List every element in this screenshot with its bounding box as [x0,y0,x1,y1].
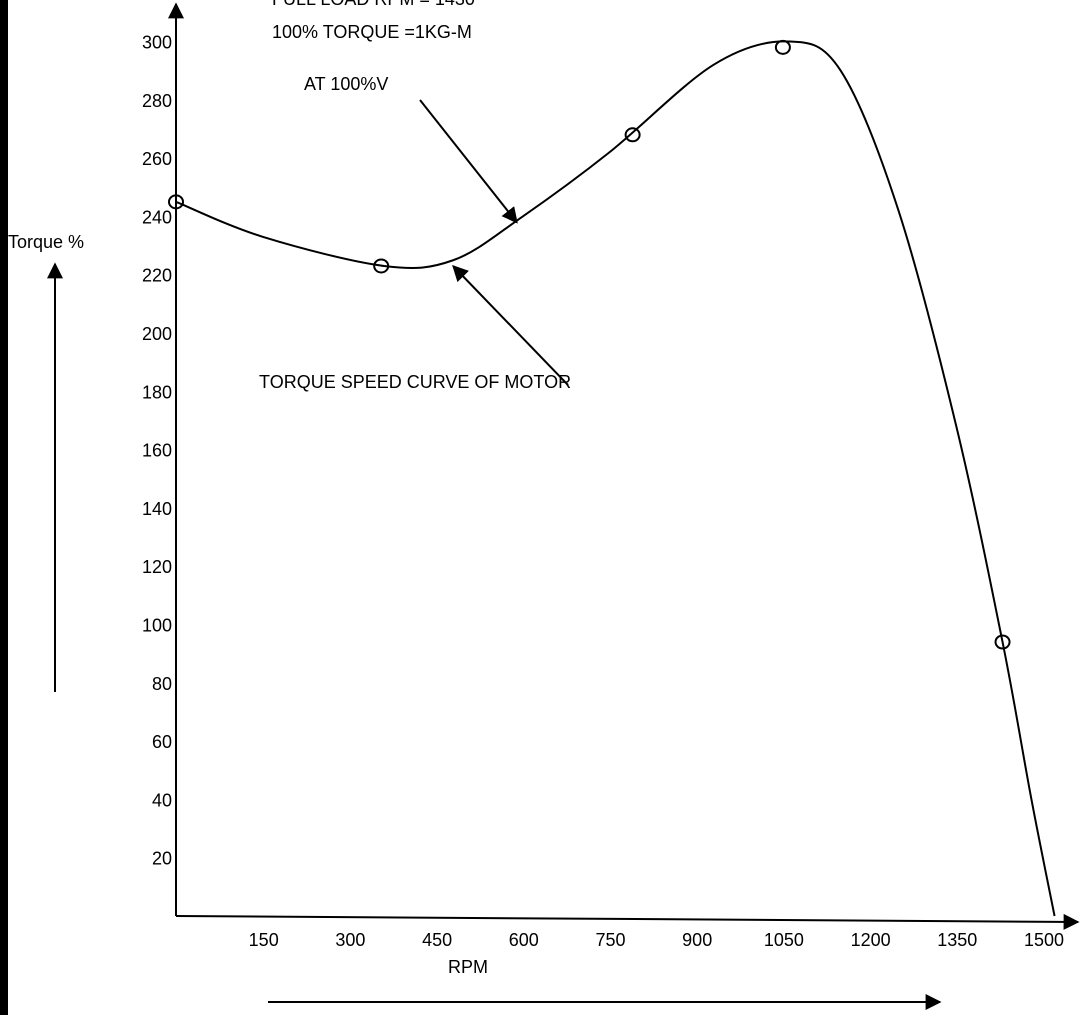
data-point-marker [168,194,184,210]
x-tick-label: 600 [509,930,539,950]
x-tick-label: 900 [682,930,712,950]
left-edge-bar [0,0,8,1015]
y-tick-label: 20 [152,849,172,869]
data-point-marker [373,258,390,274]
x-axis [175,913,1080,930]
note-full-torque: 100% TORQUE =1KG-M [272,22,472,42]
y-axis-label: Torque % [8,232,84,252]
y-tick-label: 240 [142,207,172,227]
x-tick-label: 450 [422,930,452,950]
y-tick-label: 220 [142,266,172,286]
data-point-marker [994,634,1011,650]
x-tick-label: 300 [335,930,365,950]
y-tick-label: 300 [142,33,172,53]
data-point-marker [624,127,641,143]
y-tick-label: 260 [142,149,172,169]
y-tick-label: 140 [142,499,172,519]
torque-curve [175,40,1056,917]
annotation-arrow [419,99,518,224]
y-tick-label: 80 [152,674,172,694]
y-tick-label: 160 [142,441,172,461]
annotation-label: TORQUE SPEED CURVE OF MOTOR [259,372,571,392]
y-tick-label: 180 [142,382,172,402]
x-tick-label: 750 [595,930,625,950]
y-tick-label: 200 [142,324,172,344]
note-full-load-rpm: FULL LOAD RPM = 1430 [272,0,475,9]
y-tick-label: 40 [152,790,172,810]
annotation-arrow [452,264,569,386]
y-tick-label: 120 [142,557,172,577]
data-point-marker [774,39,791,55]
x-tick-label: 1050 [764,930,804,950]
x-tick-label: 1200 [851,930,891,950]
x-axis-label: RPM [448,957,488,977]
y-tick-label: 280 [142,91,172,111]
x-tick-label: 1500 [1024,930,1064,950]
x-tick-label: 150 [249,930,279,950]
x-tick-label: 1350 [937,930,977,950]
annotation-label: AT 100%V [304,74,388,94]
y-tick-label: 100 [142,616,172,636]
y-tick-label: 60 [152,732,172,752]
